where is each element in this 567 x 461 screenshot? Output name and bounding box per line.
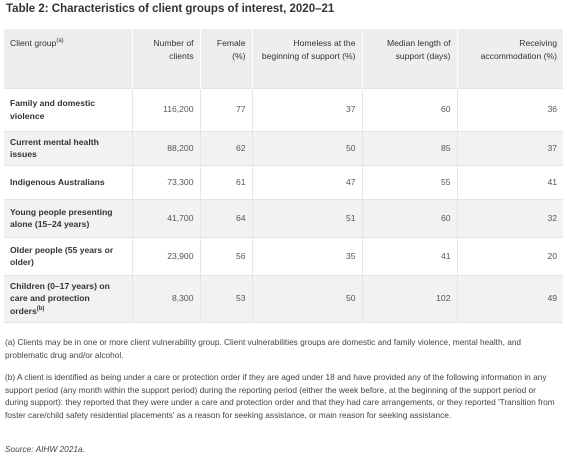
cell-female: 77	[200, 87, 253, 131]
column-header-female: Female (%)	[200, 29, 253, 88]
table-row: Young people presenting alone (15–24 yea…	[4, 198, 563, 237]
cell-clients: 73,300	[132, 164, 201, 199]
column-header-client-group: Client group(a)	[4, 29, 133, 88]
cell-homeless: 50	[252, 130, 363, 165]
cell-female: 61	[200, 164, 253, 199]
cell-accommodation: 37	[457, 130, 563, 165]
footnote-a: (a) Clients may be in one or more client…	[5, 337, 522, 360]
cell-female: 64	[200, 198, 253, 237]
cell-client-group: Children (0–17 years) on care and protec…	[4, 274, 133, 323]
cell-median-days: 55	[362, 164, 458, 199]
cell-homeless: 35	[252, 236, 363, 275]
cell-homeless: 51	[252, 198, 363, 237]
table-row: Children (0–17 years) on care and protec…	[4, 274, 563, 323]
cell-client-group: Young people presenting alone (15–24 yea…	[4, 198, 133, 237]
cell-median-days: 41	[362, 236, 458, 275]
cell-accommodation: 36	[457, 87, 563, 131]
cell-female: 62	[200, 130, 253, 165]
cell-median-days: 60	[362, 87, 458, 131]
column-header-receiving-accommodation: Receiving accommodation (%)	[480, 38, 557, 61]
cell-median-days: 85	[362, 130, 458, 165]
cell-accommodation: 41	[457, 164, 563, 199]
footnote-marker: (a)	[56, 38, 64, 45]
cell-accommodation: 20	[457, 236, 563, 275]
cell-clients: 23,900	[132, 236, 201, 275]
cell-client-group: Family and domestic violence	[4, 87, 133, 131]
table-title: Table 2: Characteristics of client group…	[6, 3, 335, 15]
cell-median-days: 60	[362, 198, 458, 237]
table-row: Indigenous Australians 73,300 61 47 55 41	[4, 164, 563, 199]
cell-accommodation: 32	[457, 198, 563, 237]
cell-clients: 8,300	[132, 274, 201, 323]
cell-homeless: 50	[252, 274, 363, 323]
column-header-median-length: Median length of support (days)	[362, 29, 458, 88]
footnote-b: (b) A client is identified as being unde…	[5, 372, 555, 420]
cell-client-group: Indigenous Australians	[4, 164, 133, 199]
cell-clients: 116,200	[132, 87, 201, 131]
table-source: Source: AIHW 2021a.	[5, 444, 85, 454]
cell-clients: 41,700	[132, 198, 201, 237]
table-row: Older people (55 years or older) 23,900 56…	[4, 236, 563, 275]
cell-female: 53	[200, 274, 253, 323]
header-row: Client group(a) Number of clients Female…	[4, 29, 563, 88]
footnote-marker: (b)	[36, 305, 45, 312]
cell-homeless: 37	[252, 87, 363, 131]
table-row: Current mental health issues 88,200 62 50 85…	[4, 130, 563, 165]
column-header-number-of-clients: Number of clients	[132, 29, 201, 88]
cell-homeless: 47	[252, 164, 363, 199]
client-groups-table: Client group(a) Number of clients Female…	[4, 29, 563, 323]
cell-median-days: 102	[362, 274, 458, 323]
column-header-homeless: Homeless at the beginning of support (%)	[252, 29, 363, 88]
cell-client-group: Current mental health issues	[4, 130, 133, 165]
table-row: Family and domestic violence 116,200 77 37 6…	[4, 87, 563, 131]
cell-female: 56	[200, 236, 253, 275]
cell-client-group: Older people (55 years or older)	[4, 236, 133, 275]
cell-clients: 88,200	[132, 130, 201, 165]
cell-accommodation: 49	[457, 274, 563, 323]
